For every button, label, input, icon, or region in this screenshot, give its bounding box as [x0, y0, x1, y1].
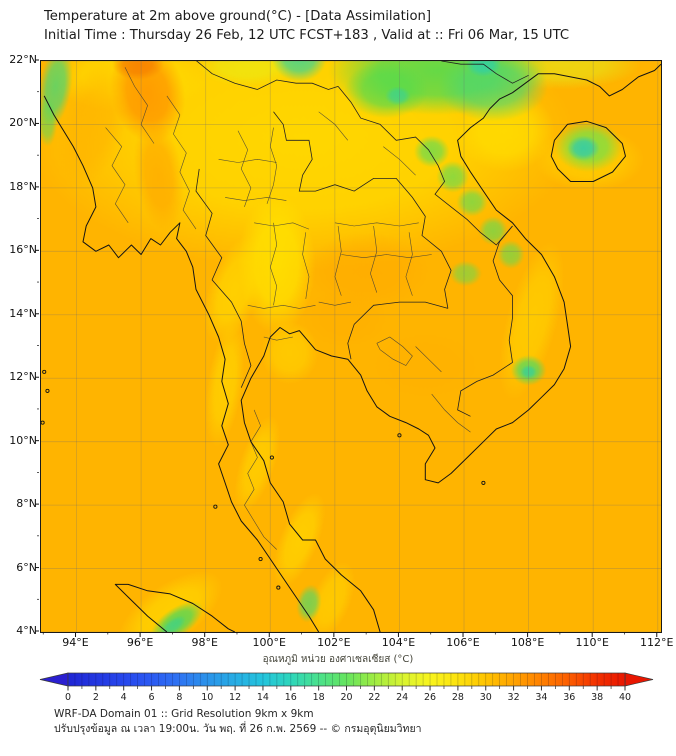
- lon-tick-label: 94°E: [62, 636, 89, 649]
- colorbar-tick-label: 34: [535, 692, 547, 703]
- lat-tick-label: 20°N: [9, 116, 37, 130]
- colorbar-tick-label: 4: [121, 692, 127, 703]
- province-border: [334, 222, 419, 227]
- island: [269, 455, 274, 460]
- colorbar-tick-label: 36: [563, 692, 575, 703]
- island: [42, 369, 47, 374]
- province-border: [247, 304, 316, 309]
- province-border: [244, 409, 277, 550]
- province-border: [318, 111, 349, 141]
- island: [213, 504, 218, 509]
- province-border: [405, 232, 413, 296]
- colorbar-tick-label: 10: [201, 692, 213, 703]
- country-border: [347, 301, 449, 360]
- colorbar-tick-label: 40: [619, 692, 631, 703]
- lon-tick-label: 108°E: [510, 636, 545, 649]
- province-border: [415, 346, 442, 373]
- map-plot-area: [40, 60, 662, 633]
- lat-tick-label: 8°N: [16, 497, 37, 511]
- island: [397, 433, 402, 438]
- colorbar: 0 2 4 6 8 10 12 14 16 18 20 22 24 26 28 30 32 34 36 38 40: [39, 672, 654, 703]
- colorbar-tick-label: 32: [508, 692, 520, 703]
- colorbar-tick-label: 0: [65, 692, 71, 703]
- island: [258, 556, 263, 562]
- lon-tick-label: 110°E: [575, 636, 609, 649]
- lat-tick-label: 4°N: [16, 624, 37, 637]
- province-border: [263, 336, 293, 341]
- colorbar-tick-label: 18: [313, 692, 325, 703]
- province-border: [431, 393, 471, 433]
- island: [45, 388, 50, 393]
- country-border: [195, 168, 252, 388]
- colorbar-tick-label: 16: [285, 692, 297, 703]
- lon-tick-label: 98°E: [191, 636, 218, 649]
- colorbar-tick-label: 30: [480, 692, 492, 703]
- lat-tick-label: 16°N: [9, 243, 37, 257]
- page-subtitle: Initial Time : Thursday 26 Feb, 12 UTC F…: [44, 28, 570, 43]
- province-border: [124, 67, 155, 144]
- province-border: [318, 301, 352, 306]
- province-border: [237, 130, 252, 207]
- colorbar-tick-label: 2: [93, 692, 99, 703]
- province-border: [266, 127, 278, 204]
- colorbar-tick-label: 8: [176, 692, 182, 703]
- lat-tick-label: 18°N: [9, 179, 37, 193]
- country-border: [457, 225, 513, 417]
- province-border: [225, 197, 287, 201]
- country-border: [273, 111, 452, 309]
- colorbar-tick-label: 20: [340, 692, 352, 703]
- coastline: [114, 583, 236, 632]
- province-border: [334, 225, 342, 296]
- province-border: [105, 127, 129, 223]
- lat-tick-label: 14°N: [9, 306, 37, 320]
- province-border: [370, 225, 378, 293]
- lon-tick-label: 104°E: [381, 636, 416, 649]
- island: [41, 420, 45, 425]
- country-border: [441, 61, 529, 84]
- coastline: [550, 120, 626, 182]
- lon-tick-label: 100°E: [252, 636, 286, 649]
- colorbar-tick-label: 26: [424, 692, 436, 703]
- province-border: [269, 222, 278, 306]
- island: [481, 480, 486, 485]
- map-header: Temperature at 2m above ground(°C) - [Da…: [44, 7, 569, 45]
- lat-tick-label: 6°N: [16, 560, 37, 574]
- province-border: [218, 158, 277, 163]
- footer-update-info: ปรับปรุงข้อมูล ณ เวลา 19:00น. วัน พฤ. ที…: [54, 723, 422, 735]
- lat-tick-label: 12°N: [9, 370, 37, 384]
- lon-tick-label: 102°E: [317, 636, 351, 649]
- colorbar-tick-label: 14: [257, 692, 269, 703]
- province-border: [302, 232, 310, 299]
- temperature-field-canvas: [41, 61, 661, 632]
- province-border: [166, 95, 197, 230]
- colorbar-tick-label: 6: [149, 692, 155, 703]
- colorbar-tick-label: 22: [368, 692, 380, 703]
- map-overlay-svg: [41, 61, 661, 632]
- island: [276, 585, 281, 590]
- lon-tick-label: 96°E: [126, 636, 154, 649]
- province-border: [341, 254, 432, 259]
- coastline: [43, 95, 320, 632]
- province-border: [376, 336, 413, 366]
- colorbar-tick-label: 24: [396, 692, 408, 703]
- lon-tick-label: 106°E: [446, 636, 480, 649]
- colorbar-left-arrow: [39, 672, 69, 687]
- coastline: [240, 63, 661, 632]
- map-footer: WRF-DA Domain 01 :: Grid Resolution 9km …: [54, 707, 422, 737]
- footer-domain-info: WRF-DA Domain 01 :: Grid Resolution 9km …: [54, 708, 314, 720]
- colorbar-tick-label: 38: [591, 692, 603, 703]
- province-border: [383, 146, 416, 176]
- province-border: [254, 222, 310, 230]
- country-border: [196, 61, 339, 90]
- page-title: Temperature at 2m above ground(°C) - [Da…: [44, 9, 432, 24]
- country-border: [337, 86, 513, 246]
- lon-tick-label: 112°E: [640, 636, 674, 649]
- lat-tick-label: 22°N: [9, 53, 37, 66]
- lat-tick-label: 10°N: [9, 433, 37, 447]
- colorbar-tick-label: 12: [229, 692, 241, 703]
- colorbar-right-arrow: [624, 672, 654, 687]
- colorbar-tick-label: 28: [452, 692, 464, 703]
- colorbar-title: อุณหภูมิ หน่วย องศาเซลเซียส (°C): [262, 654, 414, 665]
